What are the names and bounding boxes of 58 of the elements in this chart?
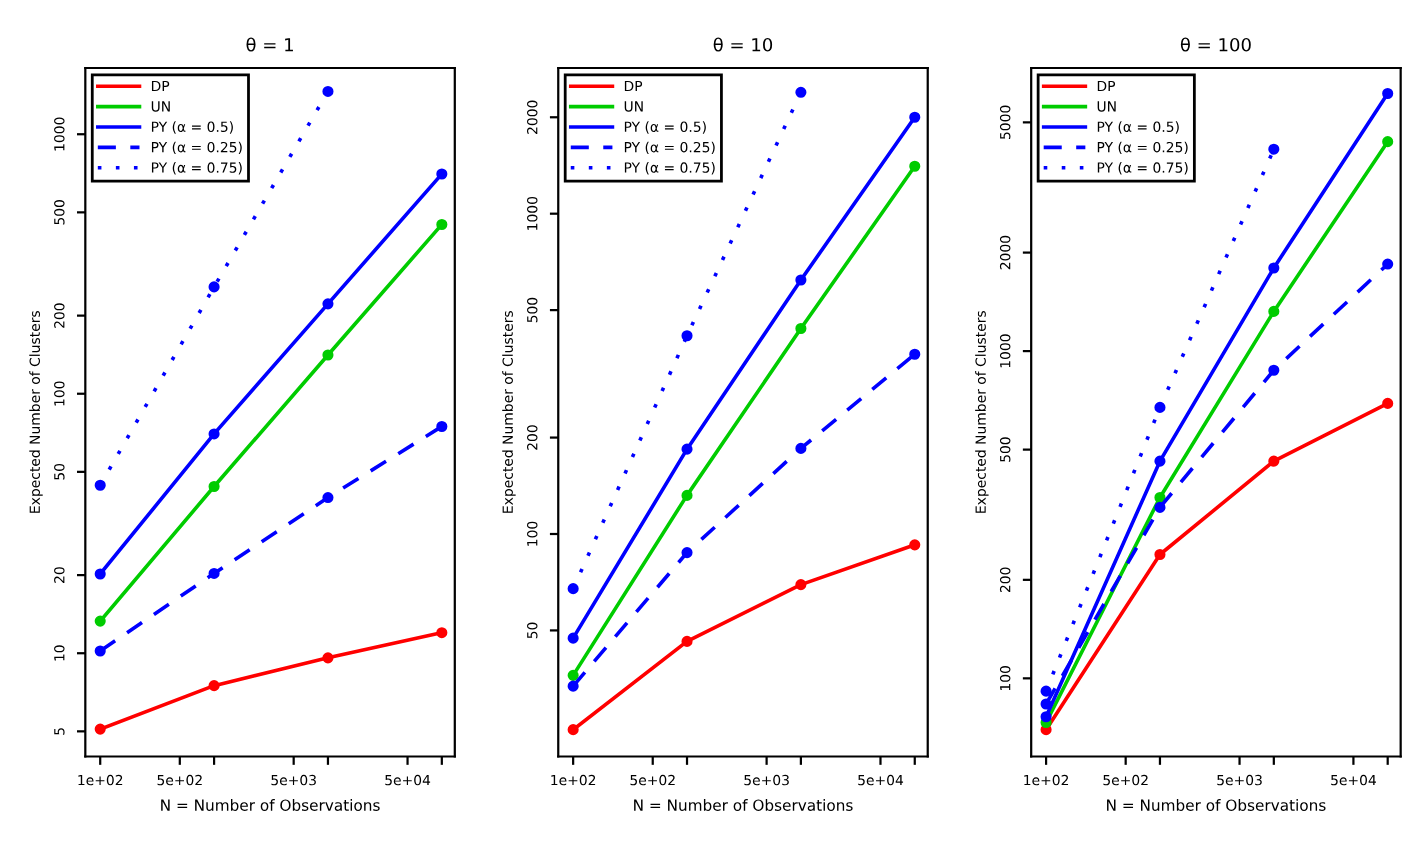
point xyxy=(795,86,807,98)
point xyxy=(208,680,220,692)
point xyxy=(567,583,579,595)
point xyxy=(322,652,334,664)
point xyxy=(322,298,334,310)
point xyxy=(795,442,807,454)
point xyxy=(681,489,693,501)
point xyxy=(1040,685,1052,697)
point xyxy=(436,420,448,433)
chart-title: θ = 100 xyxy=(1180,37,1251,52)
point xyxy=(681,635,693,647)
point xyxy=(1154,548,1166,561)
point xyxy=(94,479,106,491)
point xyxy=(1040,698,1052,710)
point xyxy=(681,443,693,455)
point xyxy=(94,723,106,735)
point xyxy=(1154,491,1166,504)
chart-title: θ = 1 xyxy=(246,37,293,52)
point xyxy=(567,680,579,692)
point xyxy=(567,724,579,736)
point xyxy=(436,627,448,639)
point xyxy=(795,274,807,286)
point xyxy=(1268,143,1280,155)
point xyxy=(94,645,106,657)
point xyxy=(94,615,106,627)
point xyxy=(567,669,579,681)
point xyxy=(1382,136,1394,148)
point xyxy=(1382,87,1394,100)
point xyxy=(1382,397,1394,409)
chart-title: θ = 10 xyxy=(713,37,773,52)
point xyxy=(567,632,579,644)
point xyxy=(1154,455,1166,467)
point xyxy=(208,480,220,493)
point xyxy=(909,160,921,172)
point xyxy=(795,579,807,591)
point xyxy=(1268,262,1280,274)
point xyxy=(208,567,220,579)
point xyxy=(1040,711,1052,723)
point xyxy=(208,281,220,293)
point xyxy=(681,330,693,342)
point xyxy=(1268,305,1280,317)
point xyxy=(436,218,448,231)
point xyxy=(208,428,220,440)
point xyxy=(1268,364,1280,376)
point xyxy=(1154,401,1166,413)
point xyxy=(1154,501,1166,513)
point xyxy=(322,492,334,504)
point xyxy=(1268,455,1280,467)
point xyxy=(94,568,106,580)
point xyxy=(909,348,921,360)
point xyxy=(909,539,921,551)
point xyxy=(681,547,693,559)
point xyxy=(322,349,334,361)
point xyxy=(795,322,807,335)
point xyxy=(909,111,921,123)
point xyxy=(436,168,448,180)
point xyxy=(322,85,334,97)
point xyxy=(1382,258,1394,270)
